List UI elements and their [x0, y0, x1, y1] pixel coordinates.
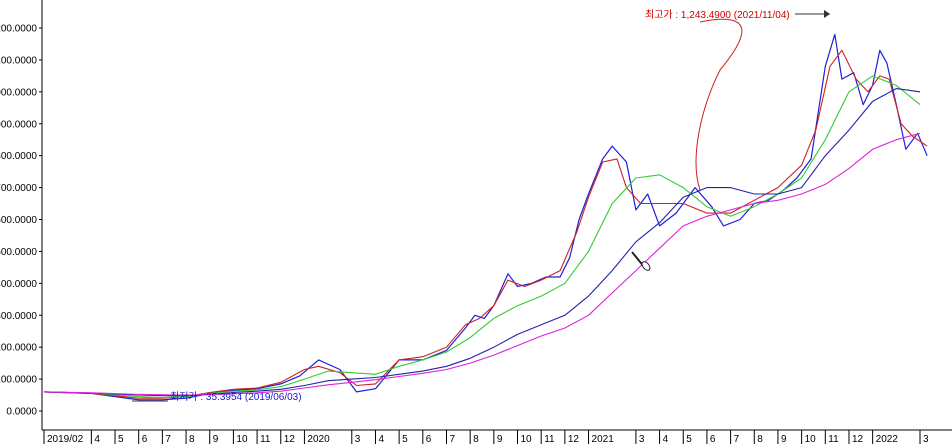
- x-tick-label: 5: [686, 434, 692, 445]
- high-annotation-curve: [695, 18, 743, 191]
- y-tick-label: 700.0000: [0, 183, 37, 194]
- cursor-pen-icon: [631, 251, 651, 271]
- x-tick-label: 10: [521, 434, 533, 445]
- x-tick-label: 6: [426, 434, 432, 445]
- x-tick-label: 12: [284, 434, 296, 445]
- x-tick-label: 10: [236, 434, 248, 445]
- x-tick-label: 7: [449, 434, 455, 445]
- x-tick-label: 12: [568, 434, 580, 445]
- y-tick-label: 0.0000: [6, 407, 37, 418]
- x-tick-label: 4: [378, 434, 384, 445]
- x-tick-label: 6: [710, 434, 716, 445]
- series-line-1: [43, 49, 928, 399]
- series-line-2: [43, 75, 921, 399]
- high-annotation-label: 최고가 : 1,243.4900 (2021/11/04): [645, 9, 790, 21]
- x-tick-label: 7: [734, 434, 740, 445]
- x-tick-label: 3: [923, 434, 929, 445]
- x-tick-label: 8: [757, 434, 763, 445]
- y-tick-label: 500.0000: [0, 247, 37, 258]
- x-tick-label: 5: [118, 434, 124, 445]
- x-tick-label: 12: [852, 434, 864, 445]
- series-group: [43, 33, 928, 401]
- low-annotation-label: 최저가 : 35.3954 (2019/06/03): [170, 391, 302, 403]
- x-tick-label: 3: [639, 434, 645, 445]
- x-tick-label: 10: [805, 434, 817, 445]
- y-tick-label: 1200.0000: [0, 24, 37, 35]
- y-tick-label: 300.0000: [0, 311, 37, 322]
- series-line-3: [43, 88, 921, 397]
- x-tick-label: 8: [189, 434, 195, 445]
- x-tick-label: 7: [165, 434, 171, 445]
- x-tick-label: 9: [781, 434, 787, 445]
- x-tick-label: 11: [544, 434, 555, 445]
- x-tick-label: 8: [473, 434, 479, 445]
- x-tick-label: 2022: [876, 434, 899, 445]
- y-tick-label: 1000.0000: [0, 87, 37, 98]
- x-tick-label: 4: [663, 434, 669, 445]
- x-tick-label: 3: [355, 434, 361, 445]
- x-axis: 2019/02 4 5 6 7 8 9 10 11 12 2020 3 4 5 6 7 8 9 10 11 12 2021…: [42, 429, 952, 445]
- series-line-4: [43, 132, 921, 396]
- y-tick-label: 100.0000: [0, 375, 37, 386]
- x-tick-label: 11: [828, 434, 839, 445]
- y-tick-label: 600.0000: [0, 215, 37, 226]
- x-tick-label: 2019/02: [47, 434, 84, 445]
- y-tick-label: 900.0000: [0, 119, 37, 130]
- high-annotation-arrowhead: [824, 10, 830, 18]
- x-tick-label: 4: [94, 434, 100, 445]
- y-tick-label: 1100.0000: [0, 55, 37, 66]
- x-tick-label: 2020: [307, 434, 330, 445]
- x-tick-label: 9: [213, 434, 219, 445]
- y-axis: 0.0000 100.0000 200.0000 300.0000 400.0000 50…: [0, 0, 43, 430]
- x-tick-label: 2021: [592, 434, 615, 445]
- x-tick-label: 5: [402, 434, 408, 445]
- annotations: 최고가 : 1,243.4900 (2021/11/04) 최저가 : 35.3…: [132, 9, 830, 403]
- x-tick-label: 11: [260, 434, 271, 445]
- series-line-0: [43, 33, 928, 401]
- x-tick-label: 9: [497, 434, 503, 445]
- y-tick-label: 200.0000: [0, 343, 37, 354]
- y-tick-label: 800.0000: [0, 151, 37, 162]
- y-tick-label: 400.0000: [0, 279, 37, 290]
- x-tick-label: 6: [142, 434, 148, 445]
